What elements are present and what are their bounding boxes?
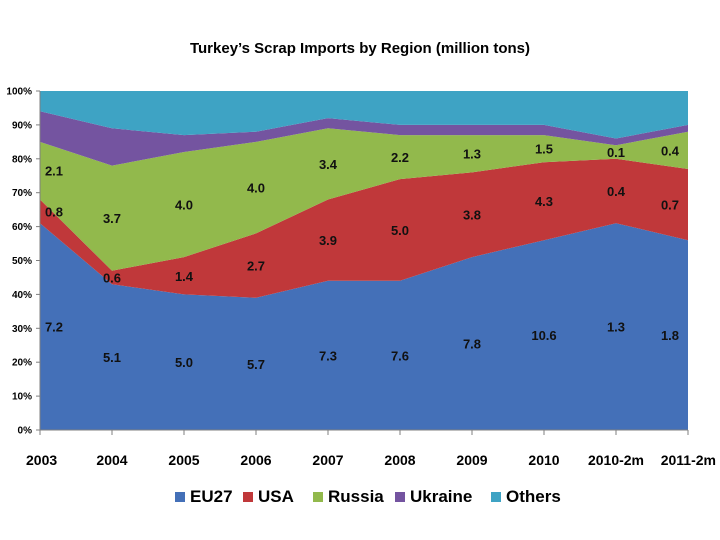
data-label-russia: 0.1: [607, 145, 625, 160]
data-label-eu27: 5.0: [175, 355, 193, 370]
data-label-usa: 5.0: [391, 223, 409, 238]
x-tick-label: 2003: [26, 452, 57, 468]
data-label-usa: 0.7: [661, 198, 679, 213]
data-label-usa: 0.6: [103, 270, 121, 285]
area-series-group: [40, 91, 688, 430]
data-label-russia: 4.0: [175, 198, 193, 213]
axes-group: 0% 10% 20% 30% 40% 50% 60% 70% 80% 90% 100% 2003 200…: [6, 87, 716, 469]
y-tick-label: 60%: [12, 222, 32, 233]
data-labels-group: 7.2 5.1 5.0 5.7 7.3 7.6 7.8 10.6 1.3 1.8 0.8 0.6 1.4…: [45, 142, 680, 372]
x-tick-label: 2011-2m: [661, 452, 716, 468]
data-label-russia: 0.4: [661, 143, 680, 158]
data-label-eu27: 5.7: [247, 357, 265, 372]
y-tick-label: 80%: [12, 154, 32, 165]
data-label-russia: 1.3: [463, 147, 481, 162]
y-tick-label: 20%: [12, 358, 32, 369]
legend-swatch-usa: [243, 492, 253, 502]
data-label-usa: 3.8: [463, 208, 481, 223]
data-label-eu27: 10.6: [531, 328, 556, 343]
chart-title: Turkey’s Scrap Imports by Region (millio…: [189, 40, 531, 57]
x-tick-label: 2008: [384, 452, 415, 468]
data-label-eu27: 7.6: [391, 348, 409, 363]
y-tick-label: 70%: [12, 188, 32, 199]
y-tick-label: 0%: [18, 426, 33, 437]
legend-label-eu27: EU27: [190, 487, 233, 506]
area-usa: [40, 158, 688, 298]
legend-label-ukraine: Ukraine: [410, 487, 472, 506]
area-others: [40, 91, 688, 139]
legend-swatch-eu27: [175, 492, 185, 502]
data-label-russia: 1.5: [535, 142, 553, 157]
data-label-usa: 0.4: [607, 184, 626, 199]
data-label-eu27: 7.2: [45, 320, 63, 335]
data-label-usa: 4.3: [535, 194, 553, 209]
data-label-usa: 2.7: [247, 259, 265, 274]
data-label-russia: 3.7: [103, 211, 121, 226]
legend-label-usa: USA: [258, 487, 294, 506]
legend-swatch-russia: [313, 492, 323, 502]
legend: EU27 USA Russia Ukraine Others: [175, 487, 561, 506]
data-label-russia: 4.0: [247, 181, 265, 196]
data-label-eu27: 5.1: [103, 350, 121, 365]
data-label-russia: 2.1: [45, 164, 63, 179]
y-tick-label: 40%: [12, 290, 32, 301]
data-label-eu27: 7.3: [319, 348, 337, 363]
data-label-eu27: 1.3: [607, 320, 625, 335]
y-tick-label: 50%: [12, 256, 32, 267]
data-label-russia: 2.2: [391, 150, 409, 165]
y-tick-label: 10%: [12, 392, 32, 403]
data-label-russia: 3.4: [319, 157, 338, 172]
y-tick-label: 100%: [6, 87, 32, 98]
legend-swatch-others: [491, 492, 501, 502]
x-tick-label: 2006: [240, 452, 271, 468]
legend-label-others: Others: [506, 487, 561, 506]
data-label-eu27: 7.8: [463, 337, 481, 352]
data-label-usa: 1.4: [175, 269, 194, 284]
x-tick-label: 2004: [96, 452, 127, 468]
legend-swatch-ukraine: [395, 492, 405, 502]
x-tick-label: 2007: [312, 452, 343, 468]
area-ukraine: [40, 111, 688, 166]
data-label-eu27: 1.8: [661, 328, 679, 343]
legend-label-russia: Russia: [328, 487, 384, 506]
x-tick-label: 2010: [528, 452, 559, 468]
area-eu27: [40, 223, 688, 430]
x-tick-label: 2005: [168, 452, 199, 468]
x-tick-label: 2009: [456, 452, 487, 468]
area-russia: [40, 128, 688, 271]
y-tick-label: 30%: [12, 324, 32, 335]
y-tick-label: 90%: [12, 120, 32, 131]
data-label-usa: 3.9: [319, 233, 337, 248]
data-label-usa: 0.8: [45, 204, 63, 219]
x-tick-label: 2010-2m: [588, 452, 644, 468]
